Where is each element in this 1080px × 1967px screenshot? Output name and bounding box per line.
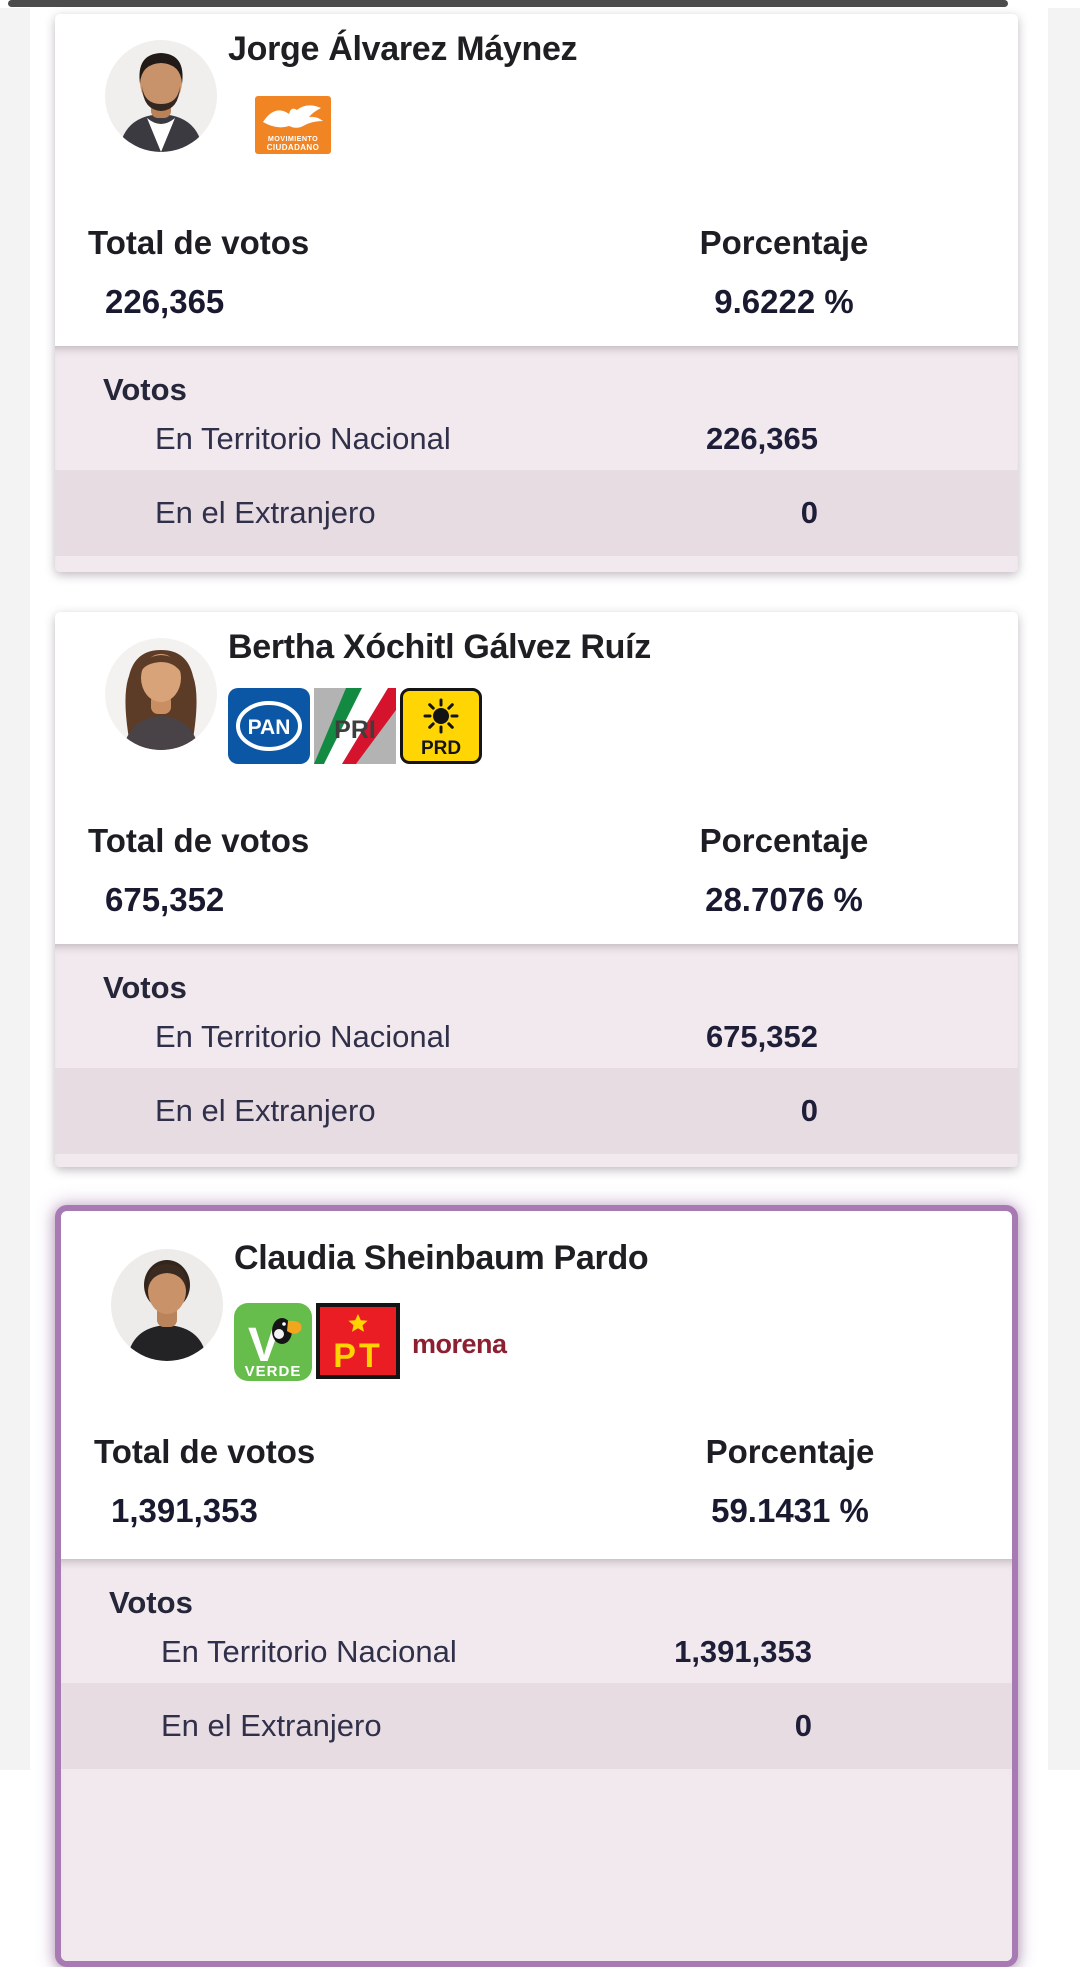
prd-logo-text: PRD <box>421 738 461 759</box>
morena-party-logo: morena <box>412 1329 507 1359</box>
candidate-photo-galvez <box>105 638 217 750</box>
abroad-label: En el Extranjero <box>155 1093 376 1128</box>
total-votes-label: Total de votos <box>88 224 310 261</box>
percentage-value: 28.7076 % <box>705 881 863 918</box>
votes-title: Votos <box>103 970 187 1005</box>
abroad-label: En el Extranjero <box>161 1708 382 1743</box>
pt-party-logo: PT <box>316 1303 400 1379</box>
pri-party-logo: PRI <box>314 688 396 764</box>
prd-party-logo: PRD <box>400 688 482 764</box>
percentage-block: Porcentaje 9.6222 % <box>589 224 979 321</box>
total-votes-label: Total de votos <box>94 1433 316 1470</box>
verde-party-logo: V VERDE <box>234 1303 312 1381</box>
man-portrait-icon <box>105 40 217 152</box>
abroad-value: 0 <box>800 495 818 530</box>
left-page-gutter <box>0 8 30 1770</box>
vote-row-national: En Territorio Nacional 675,352 <box>55 1006 1018 1068</box>
candidate-name: Bertha Xóchitl Gálvez Ruíz <box>228 628 651 666</box>
mc-logo-line2: CIUDADANO <box>267 143 320 152</box>
national-value: 675,352 <box>705 1019 818 1054</box>
abroad-label: En el Extranjero <box>155 495 376 530</box>
percentage-label: Porcentaje <box>705 1433 875 1470</box>
vote-row-national: En Territorio Nacional 1,391,353 <box>61 1621 1012 1683</box>
mc-logo-line1: MOVIMIENTO <box>268 134 318 143</box>
woman-portrait-icon <box>111 1249 223 1361</box>
percentage-value: 9.6222 % <box>714 283 854 320</box>
national-value: 226,365 <box>705 421 818 456</box>
percentage-value: 59.1431 % <box>711 1492 869 1529</box>
candidate-name: Jorge Álvarez Máynez <box>228 30 578 68</box>
votes-breakdown: Votos En Territorio Nacional 675,352 En … <box>55 944 1018 1167</box>
party-logos-row: MOVIMIENTO CIUDADANO <box>255 96 331 154</box>
verde-logo-text: VERDE <box>245 1363 302 1380</box>
party-logos-row: PAN PRI <box>228 688 482 764</box>
votes-breakdown: Votos En Territorio Nacional 226,365 En … <box>55 346 1018 572</box>
vote-row-abroad: En el Extranjero 0 <box>55 1068 1018 1154</box>
top-divider <box>8 0 1008 7</box>
votes-title: Votos <box>103 372 187 407</box>
candidate-card-sheinbaum-highlighted: Claudia Sheinbaum Pardo V VERDE PT <box>55 1205 1018 1967</box>
mc-party-logo: MOVIMIENTO CIUDADANO <box>255 96 331 154</box>
percentage-block: Porcentaje 28.7076 % <box>589 822 979 919</box>
total-votes-value: 675,352 <box>105 881 225 918</box>
party-logos-row: V VERDE PT morena <box>234 1303 507 1381</box>
national-label: En Territorio Nacional <box>161 1634 457 1669</box>
candidate-photo-sheinbaum <box>111 1249 223 1361</box>
pt-logo-text: PT <box>333 1337 382 1375</box>
woman-portrait-icon <box>105 638 217 750</box>
candidate-card-maynez: Jorge Álvarez Máynez MOVIMIENTO CIUDADAN… <box>55 14 1018 572</box>
pan-logo-text: PAN <box>248 716 291 739</box>
percentage-block: Porcentaje 59.1431 % <box>595 1433 985 1530</box>
percentage-label: Porcentaje <box>699 224 869 261</box>
abroad-value: 0 <box>794 1708 812 1743</box>
vote-row-abroad: En el Extranjero 0 <box>55 470 1018 556</box>
right-page-gutter <box>1048 8 1080 1770</box>
national-label: En Territorio Nacional <box>155 421 451 456</box>
vote-row-abroad: En el Extranjero 0 <box>61 1683 1012 1769</box>
national-label: En Territorio Nacional <box>155 1019 451 1054</box>
total-votes-block: Total de votos 675,352 <box>88 822 309 919</box>
candidate-name: Claudia Sheinbaum Pardo <box>234 1239 649 1277</box>
total-votes-value: 226,365 <box>105 283 225 320</box>
total-votes-block: Total de votos 226,365 <box>88 224 309 321</box>
total-votes-block: Total de votos 1,391,353 <box>94 1433 315 1530</box>
vote-row-national: En Territorio Nacional 226,365 <box>55 408 1018 470</box>
national-value: 1,391,353 <box>674 1634 812 1669</box>
pan-party-logo: PAN <box>228 688 310 764</box>
total-votes-value: 1,391,353 <box>111 1492 258 1529</box>
votes-breakdown: Votos En Territorio Nacional 1,391,353 E… <box>61 1559 1012 1961</box>
candidate-card-galvez: Bertha Xóchitl Gálvez Ruíz PAN PRI <box>55 612 1018 1167</box>
total-votes-label: Total de votos <box>88 822 310 859</box>
candidate-photo-maynez <box>105 40 217 152</box>
votes-title: Votos <box>109 1585 193 1620</box>
abroad-value: 0 <box>800 1093 818 1128</box>
pri-logo-text: PRI <box>334 716 376 744</box>
percentage-label: Porcentaje <box>699 822 869 859</box>
